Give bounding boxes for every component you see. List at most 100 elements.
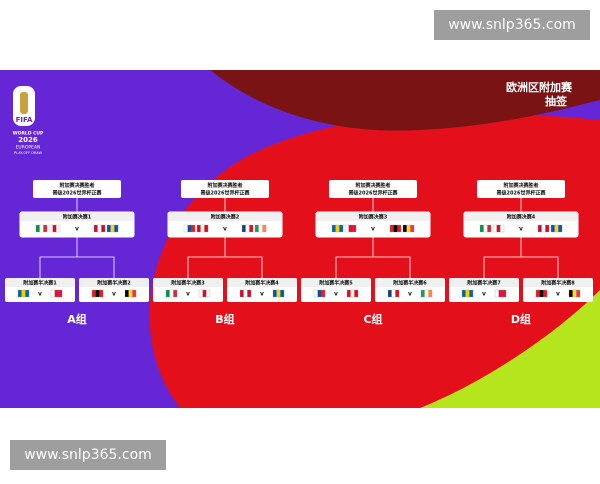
flag (397, 225, 402, 232)
final-label: 附加赛决赛3 (359, 213, 388, 220)
flag (317, 290, 322, 297)
semi-header (375, 278, 445, 287)
final-label: 附加赛决赛2 (211, 213, 240, 220)
flag-border (568, 289, 581, 298)
winner-text: 晋级2026世界杯正赛 (349, 190, 399, 197)
flag (54, 290, 59, 297)
flag (393, 225, 398, 232)
flag (166, 290, 170, 297)
semi-label: 附加赛半决赛4 (245, 279, 279, 286)
flag-border (313, 289, 326, 298)
semi-header (523, 278, 593, 287)
flag (184, 225, 188, 232)
logo-brand: FIFA (16, 116, 33, 124)
semi-label: 附加赛半决赛3 (171, 279, 205, 286)
flag (247, 290, 252, 297)
flag (332, 225, 336, 232)
flag (345, 225, 349, 232)
semi-label: 附加赛半决赛6 (393, 279, 427, 286)
group-label: D组 (511, 312, 531, 326)
versus: v (482, 290, 486, 297)
flag (191, 225, 196, 232)
flag (483, 225, 488, 232)
logo-text: EUROPEAN (16, 145, 41, 151)
flag (245, 225, 250, 232)
semi-label: 附加赛半决赛2 (97, 279, 131, 286)
flag (206, 290, 211, 297)
winner-text: 晋级2026世界杯正赛 (201, 190, 251, 197)
semi-header (153, 278, 223, 287)
versus: v (408, 290, 412, 297)
flag (545, 225, 550, 232)
flag (502, 290, 507, 297)
flag (347, 290, 351, 297)
winner-box (477, 180, 565, 198)
final-header (464, 212, 578, 221)
flag-border (198, 289, 211, 298)
flag (487, 225, 492, 232)
flag-border (461, 289, 474, 298)
flag-border (254, 224, 267, 233)
flag (314, 290, 318, 297)
flag-border (389, 224, 402, 233)
flag (110, 225, 115, 232)
flag (56, 225, 61, 232)
flag (496, 225, 501, 232)
flag (125, 290, 129, 297)
versus: v (519, 225, 523, 232)
flag (94, 225, 98, 232)
flag (569, 290, 573, 297)
flag (276, 290, 281, 297)
flag (39, 225, 44, 232)
flag (197, 225, 201, 232)
flag-border (106, 224, 119, 233)
flag (495, 290, 499, 297)
group-label: A组 (67, 312, 87, 326)
dark-red-band (210, 70, 600, 131)
semi-header (79, 278, 149, 287)
winner-text: 附加赛决赛胜者 (59, 182, 94, 189)
flag-border (479, 224, 492, 233)
flag (395, 290, 400, 297)
watermark: www.snlp365.com (448, 17, 576, 33)
flag (258, 225, 263, 232)
flag (18, 290, 22, 297)
flag (348, 225, 353, 232)
flag (240, 290, 244, 297)
flag-border (91, 289, 104, 298)
versus: v (38, 290, 42, 297)
flag (554, 225, 559, 232)
flag-border (272, 289, 285, 298)
flag-border (344, 224, 357, 233)
versus: v (260, 290, 264, 297)
flag (114, 225, 119, 232)
flag-border (183, 224, 196, 233)
flag (558, 225, 563, 232)
flag (462, 290, 466, 297)
winner-text: 晋级2026世界杯正赛 (53, 190, 103, 197)
flag (350, 290, 355, 297)
watermark: www.snlp365.com (24, 447, 152, 463)
flag (249, 225, 254, 232)
title: 欧洲区附加赛 (506, 80, 573, 94)
flag (493, 225, 497, 232)
flag (99, 290, 104, 297)
flag (321, 290, 326, 297)
final-label: 附加赛决赛4 (507, 213, 536, 220)
flag (391, 290, 396, 297)
semi-header (301, 278, 371, 287)
title: 抽签 (545, 94, 568, 108)
flag (199, 290, 203, 297)
flag (339, 225, 344, 232)
flag (498, 290, 503, 297)
flag (469, 290, 474, 297)
flag-border (196, 224, 209, 233)
group-label: C组 (363, 312, 382, 326)
flag (21, 290, 26, 297)
flag (262, 225, 267, 232)
final-label: 附加赛决赛1 (63, 213, 92, 220)
flag (354, 290, 359, 297)
flag (242, 225, 246, 232)
winner-box (329, 180, 417, 198)
flag (543, 290, 548, 297)
